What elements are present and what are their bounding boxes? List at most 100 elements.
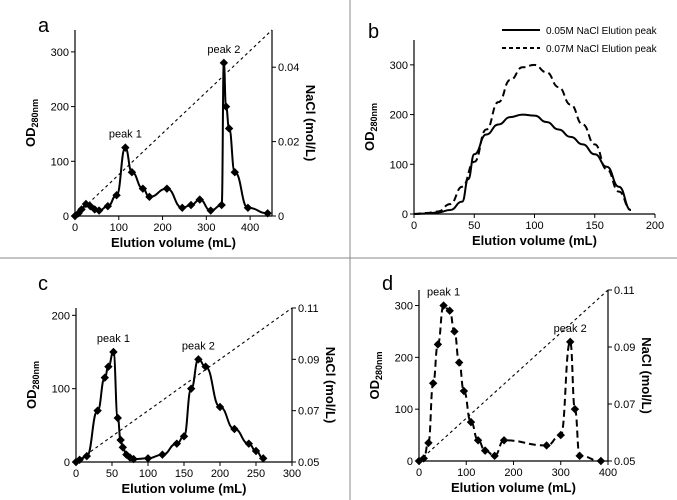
data-point — [556, 430, 565, 440]
data-point — [230, 424, 239, 434]
data-point — [473, 436, 483, 445]
x-axis-title: Elution volume (mL) — [472, 233, 597, 248]
y-axis-title-sub: 280nm — [30, 99, 40, 128]
data-point — [116, 435, 125, 445]
x-tick-label: 300 — [197, 222, 215, 234]
data-point — [82, 451, 91, 461]
y2-tick-label: 0.11 — [298, 303, 319, 315]
y-tick-label: 300 — [390, 60, 408, 72]
data-point — [480, 446, 490, 455]
x-tick-label: 150 — [175, 468, 193, 480]
data-point — [104, 362, 113, 371]
panel-d: d 0 100 200 300 400 0 100 200 300 0.05 0.07 0.09 0.1… — [367, 273, 654, 495]
x-axis-title: Elution volume (mL) — [451, 480, 576, 495]
data-point — [127, 168, 137, 177]
panel-b: b 0 50 100 150 200 0 100 200 300 Elution volume (… — [362, 21, 664, 248]
y2-tick-label: 0.02 — [278, 137, 299, 149]
data-point — [100, 373, 109, 382]
series-line-1 — [413, 113, 632, 215]
nacl-gradient-line — [418, 289, 609, 462]
y-tick-label: 200 — [390, 110, 408, 122]
data-point — [145, 192, 154, 202]
y2-tick-label: 0.09 — [614, 342, 635, 354]
data-point — [158, 450, 167, 459]
y-tick-label: 200 — [395, 352, 413, 364]
y-tick-label: 300 — [395, 301, 413, 313]
x-tick-label: 200 — [646, 220, 664, 232]
y-tick-label: 100 — [390, 159, 408, 171]
y-axis-title: OD280nm — [23, 99, 40, 147]
y-tick-label: 100 — [395, 404, 413, 416]
data-point — [109, 347, 118, 357]
data-point — [566, 337, 575, 347]
data-point — [433, 340, 443, 349]
x-tick-label: 300 — [552, 467, 570, 479]
panel-letter-d: d — [382, 273, 393, 295]
series-line-1 — [74, 61, 268, 217]
y-axis-title: OD280nm — [367, 351, 384, 399]
series-line-2 — [413, 63, 632, 215]
peak-label: peak 1 — [97, 333, 130, 345]
data-point — [172, 439, 181, 448]
data-point — [129, 454, 138, 464]
y2-tick-label: 0.05 — [298, 457, 319, 469]
data-point — [596, 456, 606, 466]
panel-letter-b: b — [368, 21, 379, 43]
peak-label: peak 1 — [427, 287, 460, 299]
data-point — [215, 402, 225, 412]
y2-tick-label: 0.11 — [614, 285, 635, 297]
data-point — [570, 404, 580, 414]
y-axis-title-sub: 280nm — [374, 351, 384, 380]
data-point — [195, 195, 204, 204]
data-point — [103, 201, 113, 211]
data-point — [138, 184, 148, 193]
data-point — [113, 413, 122, 423]
y-tick-label: 300 — [51, 47, 69, 59]
x-tick-label: 400 — [241, 222, 259, 234]
x-tick-label: 0 — [72, 222, 78, 234]
x-tick-label: 400 — [599, 467, 617, 479]
data-point — [194, 355, 203, 364]
data-point — [454, 358, 464, 367]
y-axis-title-sub: 280nm — [369, 103, 379, 132]
y-axis-title-main: OD — [24, 390, 39, 410]
x-tick-label: 100 — [110, 222, 128, 234]
y2-tick-label: 0.05 — [614, 456, 635, 468]
data-point — [459, 386, 469, 396]
data-point — [259, 454, 268, 463]
x-tick-label: 200 — [504, 467, 522, 479]
y-tick-label: 200 — [52, 310, 70, 322]
data-point — [118, 443, 127, 452]
series-line-1 — [75, 350, 264, 463]
data-point — [575, 451, 584, 461]
y-tick-label: 100 — [51, 156, 69, 168]
data-point — [217, 200, 226, 210]
x-tick-label: 250 — [247, 468, 265, 480]
y-tick-label: 0 — [407, 456, 413, 468]
x-tick-label: 200 — [211, 468, 229, 480]
x-tick-label: 100 — [139, 468, 157, 480]
y-axis-title-main: OD — [23, 128, 38, 148]
legend-entry: 0.05M NaCl Elution peak — [546, 26, 658, 37]
x-axis-title: Elution volume (mL) — [111, 235, 236, 250]
data-point — [424, 438, 433, 448]
data-point — [439, 301, 448, 310]
y-axis-title-main: OD — [367, 380, 382, 400]
data-point — [206, 206, 215, 215]
x-tick-label: 100 — [457, 467, 475, 479]
nacl-gradient-line — [75, 307, 293, 463]
x-tick-label: 0 — [411, 220, 417, 232]
y-axis-title: OD280nm — [24, 361, 41, 409]
data-point — [143, 454, 153, 463]
y2-axis-title: NaCl (mol/L) — [303, 85, 318, 162]
y-axis-title: OD280nm — [362, 103, 379, 151]
x-tick-label: 200 — [153, 222, 171, 234]
y-tick-label: 0 — [63, 211, 69, 223]
series-line-1 — [418, 304, 601, 462]
data-point — [450, 327, 459, 336]
peak-label: peak 2 — [554, 323, 587, 335]
y2-tick-label: 0.09 — [298, 354, 319, 366]
data-point — [499, 436, 509, 445]
x-tick-label: 300 — [283, 468, 301, 480]
